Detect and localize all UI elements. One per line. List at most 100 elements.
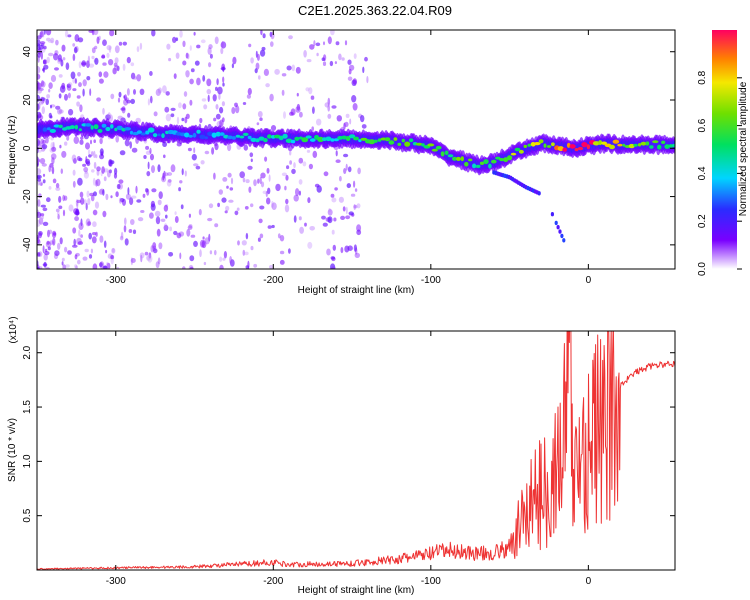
colorbar-tick-label: 0.0 [697, 262, 708, 276]
noise-point [214, 223, 219, 228]
noise-point [353, 204, 357, 210]
x-tick-label: 0 [586, 275, 592, 286]
noise-point [293, 162, 296, 169]
x-tick-label: -200 [263, 275, 283, 286]
noise-point [270, 125, 277, 131]
noise-point [267, 225, 272, 229]
noise-point [76, 101, 80, 107]
noise-point [357, 167, 361, 175]
noise-point [362, 66, 365, 74]
noise-point [37, 84, 40, 91]
noise-point [215, 113, 221, 120]
noise-point [219, 264, 224, 269]
noise-point [206, 78, 212, 87]
noise-point [202, 236, 205, 240]
noise-point [289, 111, 294, 116]
ridge-core [258, 136, 265, 141]
y-tick-label: 0 [22, 145, 33, 151]
noise-point [185, 52, 189, 59]
x-tick-label: -200 [263, 576, 283, 587]
noise-point [63, 141, 68, 146]
ridge-core [247, 135, 252, 140]
spectrogram-x-ticks: -300 -200 -100 0 [106, 30, 592, 286]
ridge-core [101, 123, 107, 128]
noise-point [110, 255, 115, 260]
noise-point [269, 93, 274, 102]
noise-point [87, 221, 92, 226]
noise-point [95, 178, 101, 187]
noise-point [349, 118, 352, 125]
noise-point [274, 68, 280, 75]
noise-point [176, 116, 180, 125]
noise-point [189, 45, 192, 51]
noise-point [329, 60, 334, 67]
noise-point [130, 258, 136, 263]
noise-point [208, 203, 214, 209]
noise-point [88, 30, 94, 33]
noise-point [162, 172, 165, 181]
noise-point [347, 76, 353, 81]
noise-point [106, 262, 111, 269]
noise-point [87, 149, 91, 155]
noise-point [157, 199, 162, 206]
noise-point [38, 45, 44, 50]
figure-title: C2E1.2025.363.22.04.R09 [298, 3, 452, 18]
noise-point [250, 57, 254, 64]
ridge-core [408, 138, 414, 143]
noise-point [221, 41, 224, 48]
noise-point [259, 205, 265, 210]
noise-point [353, 53, 357, 59]
noise-point [196, 44, 201, 49]
noise-point [51, 157, 55, 165]
ridge-core [657, 144, 662, 150]
noise-point [59, 85, 66, 93]
noise-point [260, 181, 265, 188]
noise-point [330, 30, 335, 36]
ridge-core [69, 125, 75, 130]
noise-point [111, 248, 115, 253]
noise-point [194, 60, 200, 66]
noise-point [271, 200, 274, 208]
noise-point [352, 103, 358, 111]
noise-point [218, 93, 221, 100]
noise-point [286, 65, 292, 71]
noise-point [78, 82, 82, 88]
noise-point [181, 168, 184, 176]
noise-point [309, 226, 316, 231]
noise-point [328, 208, 331, 213]
ridge-core [46, 127, 51, 131]
noise-point [75, 209, 80, 216]
ridge-core [397, 142, 402, 146]
noise-point [140, 254, 143, 263]
noise-point [350, 193, 356, 197]
noise-point [39, 181, 43, 186]
noise-point [207, 94, 210, 102]
noise-point [212, 94, 217, 102]
noise-point [41, 213, 44, 220]
noise-point [221, 101, 225, 107]
noise-point [257, 111, 263, 118]
noise-point [229, 187, 234, 191]
noise-point [92, 232, 97, 236]
noise-point [327, 104, 331, 112]
noise-point [347, 59, 352, 65]
noise-point [45, 137, 49, 144]
noise-point [102, 265, 108, 269]
noise-point [115, 191, 119, 198]
noise-point [260, 49, 266, 57]
noise-point [166, 43, 171, 50]
noise-point [217, 202, 221, 208]
noise-point [42, 207, 48, 212]
noise-point [176, 232, 182, 239]
noise-point [79, 191, 84, 198]
ridge-core [479, 161, 485, 165]
noise-point [62, 264, 67, 269]
noise-point [193, 240, 198, 247]
noise-point [93, 150, 96, 159]
noise-point [68, 108, 74, 116]
noise-point [259, 117, 263, 121]
x-tick-label: -300 [106, 275, 126, 286]
ridge-core [609, 144, 615, 150]
noise-point [342, 206, 346, 212]
noise-point [283, 111, 286, 119]
